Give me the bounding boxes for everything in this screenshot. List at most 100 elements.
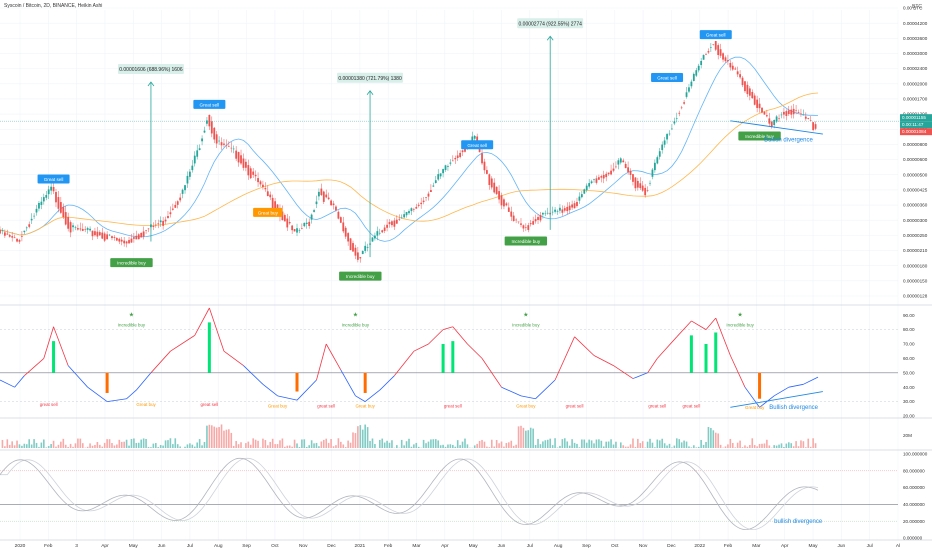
candle-body [651,169,654,177]
annotation-badge [504,236,548,246]
candle-body [179,197,182,201]
volume-bar [641,441,644,448]
volume-bar [425,443,427,448]
volume-bar [50,444,52,448]
stochastic-pane[interactable]: 100.000000 80.000000 60.000000 40.000000 20.… [0,452,928,541]
candle-body [55,192,57,203]
price-axis[interactable]: 0.00 BTC 0.00004200 0.00003600 0.00003000 0.… [900,6,932,299]
candle-body [286,218,289,228]
candle-body [386,224,388,228]
volume-bar [459,445,461,448]
volume-bar [286,445,289,448]
volume-bar [228,429,230,448]
candle-body [11,236,14,238]
candle-body [339,217,342,223]
candle-body [115,237,118,241]
time-axis[interactable]: 2020 Feb 3 Apr May Jun Jul Aug Sep Oct Nov Dec 2021 F… [15,543,900,549]
candle-body [629,170,632,175]
volume-bar [663,443,666,448]
volume-bar [162,445,164,448]
candle-body [780,114,783,116]
volume-bar [505,443,508,448]
star-icon: ★ [353,312,358,319]
volume-bar [627,446,629,448]
candle-body [318,191,320,197]
candle-body [291,225,294,231]
candle-body [325,194,328,198]
volume-bar [60,441,62,448]
candle-body [724,57,727,62]
candle-body [347,233,350,242]
candle-body [274,201,277,212]
candle-body [668,133,671,135]
volume-bar [532,428,534,448]
volume-bar [4,446,6,448]
candle-body [588,183,591,187]
volume-bar [198,439,201,448]
candle-body [527,225,530,230]
candle-body [393,220,396,227]
ma-orange-line [0,92,819,236]
volume-bar [191,444,194,448]
candle-body [77,228,79,230]
volume-bar [167,440,169,448]
volume-bar [712,430,715,448]
candle-body [249,168,252,179]
rsi-line-segment [126,389,137,400]
volume-bar [434,439,437,448]
candle-body [259,181,262,185]
volume-bar [266,445,269,448]
volume-bar [561,439,564,448]
volume-bar [449,444,452,448]
volume-bar [729,438,732,448]
rsi-signal-label: great sell [648,403,666,408]
rsi-pane[interactable]: 90.00 80.00 70.00 60.00 50.00 40.00 30.00 20.00… [0,307,915,419]
volume-bar [442,444,444,448]
volume-bar [159,445,162,448]
volume-bar [517,426,520,448]
volume-bar [252,438,254,448]
volume-bar [374,444,376,448]
candle-body [707,51,710,53]
time-tick-label: Oct [611,543,619,549]
current-price-badge [900,128,932,136]
volume-bar [155,443,157,448]
rsi-line-segment [803,376,819,385]
rsi-line-segment [53,326,69,366]
volume-bar [544,440,547,448]
candle-body [408,211,410,214]
candle-body [1,230,4,232]
candle-body [500,195,503,206]
price-tick-label: 0.00000600 [903,157,928,162]
candle-body [169,212,172,215]
volume-bar [157,447,160,448]
rsi-tick-label: 20.00 [903,414,915,419]
candle-body [232,148,235,150]
candle-body [349,238,352,251]
rsi-line-segment [150,350,171,374]
volume-bar [503,446,505,448]
volume-bar [805,447,807,448]
price-tick-label: 0.00000425 [903,187,928,192]
candle-body [28,224,31,227]
rsi-line-segment [744,386,760,408]
candle-body [64,212,67,225]
candle-body [108,234,111,236]
rsi-tick-label: 80.00 [903,327,915,332]
volume-bar [413,444,415,448]
candle-body [366,246,369,248]
candle-body [663,140,666,145]
rsi-line-segment [452,326,468,345]
candle-body [493,182,496,193]
volume-bar [230,432,233,448]
rsi-signal-label: great sell [317,403,335,408]
candle-body [25,227,28,229]
rsi-star-label: Incredible buy [118,323,146,328]
volume-pane[interactable]: 20M [1,424,912,448]
volume-bar [237,444,240,448]
rsi-overbought-bar [689,335,693,373]
candle-body [746,84,749,95]
candle-body [356,252,359,260]
candle-body [503,199,505,207]
